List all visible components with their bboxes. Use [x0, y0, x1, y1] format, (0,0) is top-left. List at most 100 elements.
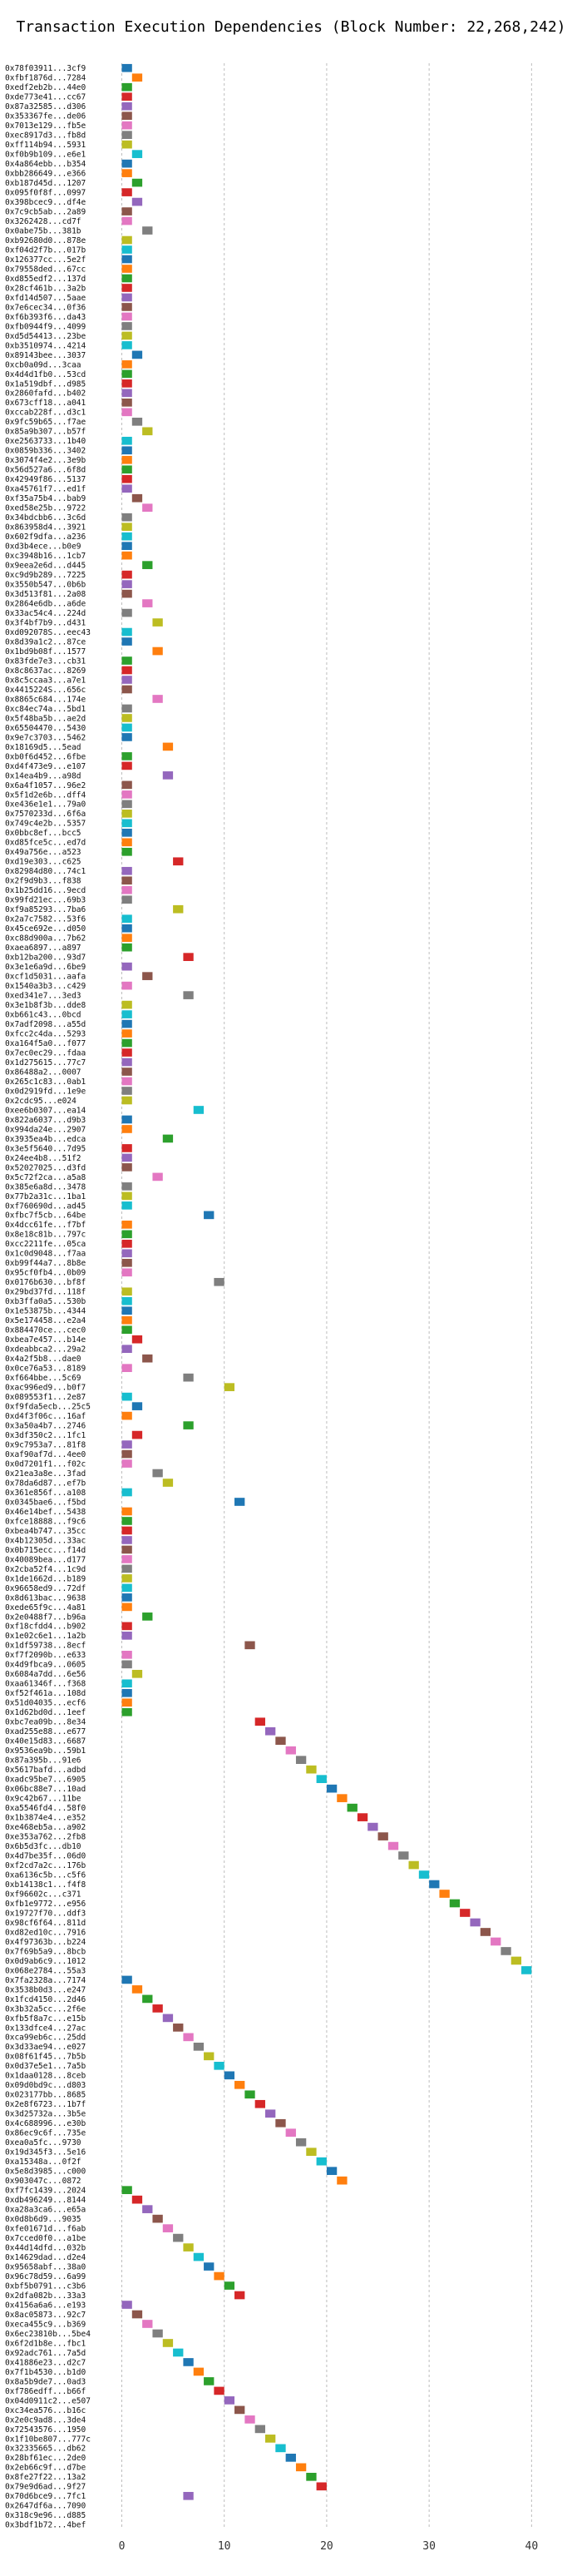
y-tick-label: 0x7013e129...fb5e: [5, 121, 86, 131]
bar: [121, 981, 132, 990]
bar: [183, 1373, 194, 1382]
bar: [501, 1947, 511, 1955]
bar: [183, 2033, 194, 2042]
y-tick-label: 0xbc7ea09b...8e34: [5, 1718, 86, 1727]
y-tick-label: 0x1b25dd16...9ecd: [5, 886, 86, 895]
bar: [254, 1717, 265, 1726]
bar: [152, 1469, 163, 1478]
y-tick-label: 0x4a864ebb...b354: [5, 160, 86, 169]
y-tick-label: 0xf9a85293...7ba6: [5, 905, 86, 914]
bar: [326, 1784, 338, 1793]
y-tick-label: 0x8e18c81b...797c: [5, 1231, 86, 1240]
y-tick-label: 0x49a756e...a523: [5, 848, 81, 857]
bar: [121, 188, 132, 196]
bar: [121, 1392, 132, 1401]
bar: [131, 493, 143, 503]
y-tick-label: 0x1e53875b...4344: [5, 1307, 86, 1316]
y-tick-label: 0xa45761f7...ed1f: [5, 485, 86, 494]
y-tick-label: 0x9c42b67...11be: [5, 1795, 81, 1804]
bar: [121, 1038, 132, 1048]
y-tick-label: 0x0859b336...3402: [5, 447, 86, 456]
bar: [121, 1507, 132, 1516]
x-tick-label: 10: [218, 2540, 231, 2553]
bar: [183, 2491, 194, 2500]
bar: [121, 1707, 132, 1717]
y-tick-label: 0xb187d45d...1207: [5, 179, 86, 188]
y-tick-label: 0x21ea3a8e...3fad: [5, 1469, 86, 1479]
y-tick-label: 0x14629dad...d2e4: [5, 2253, 86, 2262]
bar: [121, 169, 132, 177]
bar: [121, 131, 132, 139]
bar: [121, 1125, 132, 1133]
y-tick-label: 0x7e6cec34...0f36: [5, 303, 86, 312]
y-tick-label: 0xbea4b747...35cc: [5, 1527, 86, 1536]
bar: [121, 484, 132, 493]
bar: [121, 656, 132, 665]
y-tick-label: 0x52027025...d3fd: [5, 1163, 86, 1172]
bar: [204, 2262, 215, 2271]
bar: [121, 63, 132, 72]
y-tick-label: 0xeca455c9...b369: [5, 2320, 86, 2329]
bar: [204, 1211, 215, 1220]
bar: [357, 1813, 368, 1821]
bar: [121, 542, 132, 550]
bar: [121, 1153, 132, 1162]
y-tick-label: 0x8c8637ac...8269: [5, 666, 86, 676]
bar: [224, 2071, 235, 2080]
bar: [285, 2128, 296, 2138]
y-tick-label: 0xfb0944f9...4099: [5, 322, 86, 331]
bar: [234, 2291, 245, 2300]
y-tick-label: 0x5c72f2ca...a5a8: [5, 1173, 86, 1182]
bar: [121, 408, 132, 417]
bar: [244, 1641, 255, 1650]
chart-title: Transaction Execution Dependencies (Bloc…: [16, 18, 565, 36]
y-tick-label: 0x0b715ecc...f14d: [5, 1546, 86, 1555]
bar: [121, 1632, 132, 1640]
bar: [152, 2329, 163, 2338]
bar: [131, 1430, 143, 1439]
y-tick-label: 0xb3ffa0a5...530b: [5, 1297, 86, 1306]
bar: [121, 121, 132, 130]
bar: [254, 2099, 265, 2108]
y-tick-label: 0x3538b0d3...e247: [5, 1985, 86, 1994]
y-tick-label: 0xa6136c5b...c5f6: [5, 1870, 86, 1880]
bar: [275, 2118, 286, 2128]
y-tick-label: 0xfbf1876d...7284: [5, 74, 86, 83]
y-tick-label: 0xfb5f8a7c...e15b: [5, 2014, 86, 2024]
bar: [121, 828, 132, 837]
y-tick-label: 0x884470ce...cec0: [5, 1326, 86, 1335]
y-tick-label: 0x5e174458...e2a4: [5, 1316, 86, 1325]
y-tick-label: 0xd82ed10c...7916: [5, 1928, 86, 1937]
bar: [162, 2224, 174, 2232]
bar: [142, 1994, 153, 2004]
bar: [204, 2377, 215, 2385]
bar: [121, 1650, 132, 1659]
y-tick-label: 0x5f1d2e6b...dff4: [5, 790, 86, 800]
bars: [121, 63, 532, 2500]
y-tick-label: 0x9c7953a7...81f8: [5, 1440, 86, 1449]
y-tick-label: 0x6f2d1b8e...fbc1: [5, 2339, 86, 2348]
bar: [121, 1019, 132, 1028]
bar: [121, 1077, 132, 1086]
bar: [121, 1230, 132, 1239]
y-tick-label: 0x04d0911c2...e507: [5, 2396, 91, 2405]
y-tick-label: 0x318c9e96...d885: [5, 2511, 86, 2520]
bar: [131, 178, 143, 187]
bar: [131, 2310, 143, 2319]
bar: [408, 1860, 419, 1870]
y-tick-label: 0x1c0d9048...f7aa: [5, 1250, 86, 1259]
y-tick-label: 0x96c78d59...6a99: [5, 2272, 86, 2281]
y-tick-label: 0x4b12305d...33ac: [5, 1536, 86, 1545]
y-tick-label: 0xe468eb5a...a902: [5, 1823, 86, 1832]
bar: [131, 2195, 143, 2204]
y-tick-label: 0xdb496249...8144: [5, 2196, 86, 2205]
bar: [121, 1221, 132, 1229]
y-tick-label: 0x3e1e6a9d...6be9: [5, 963, 86, 972]
y-tick-label: 0x602f9dfa...a236: [5, 533, 86, 542]
y-tick-label: 0x2e0c9ad8...3de4: [5, 2415, 86, 2425]
bar: [121, 551, 132, 560]
x-tick-label: 40: [525, 2540, 539, 2553]
y-tick-label: 0x92adc761...7a5d: [5, 2349, 86, 2358]
bar: [234, 1498, 245, 1506]
bar: [183, 953, 194, 961]
